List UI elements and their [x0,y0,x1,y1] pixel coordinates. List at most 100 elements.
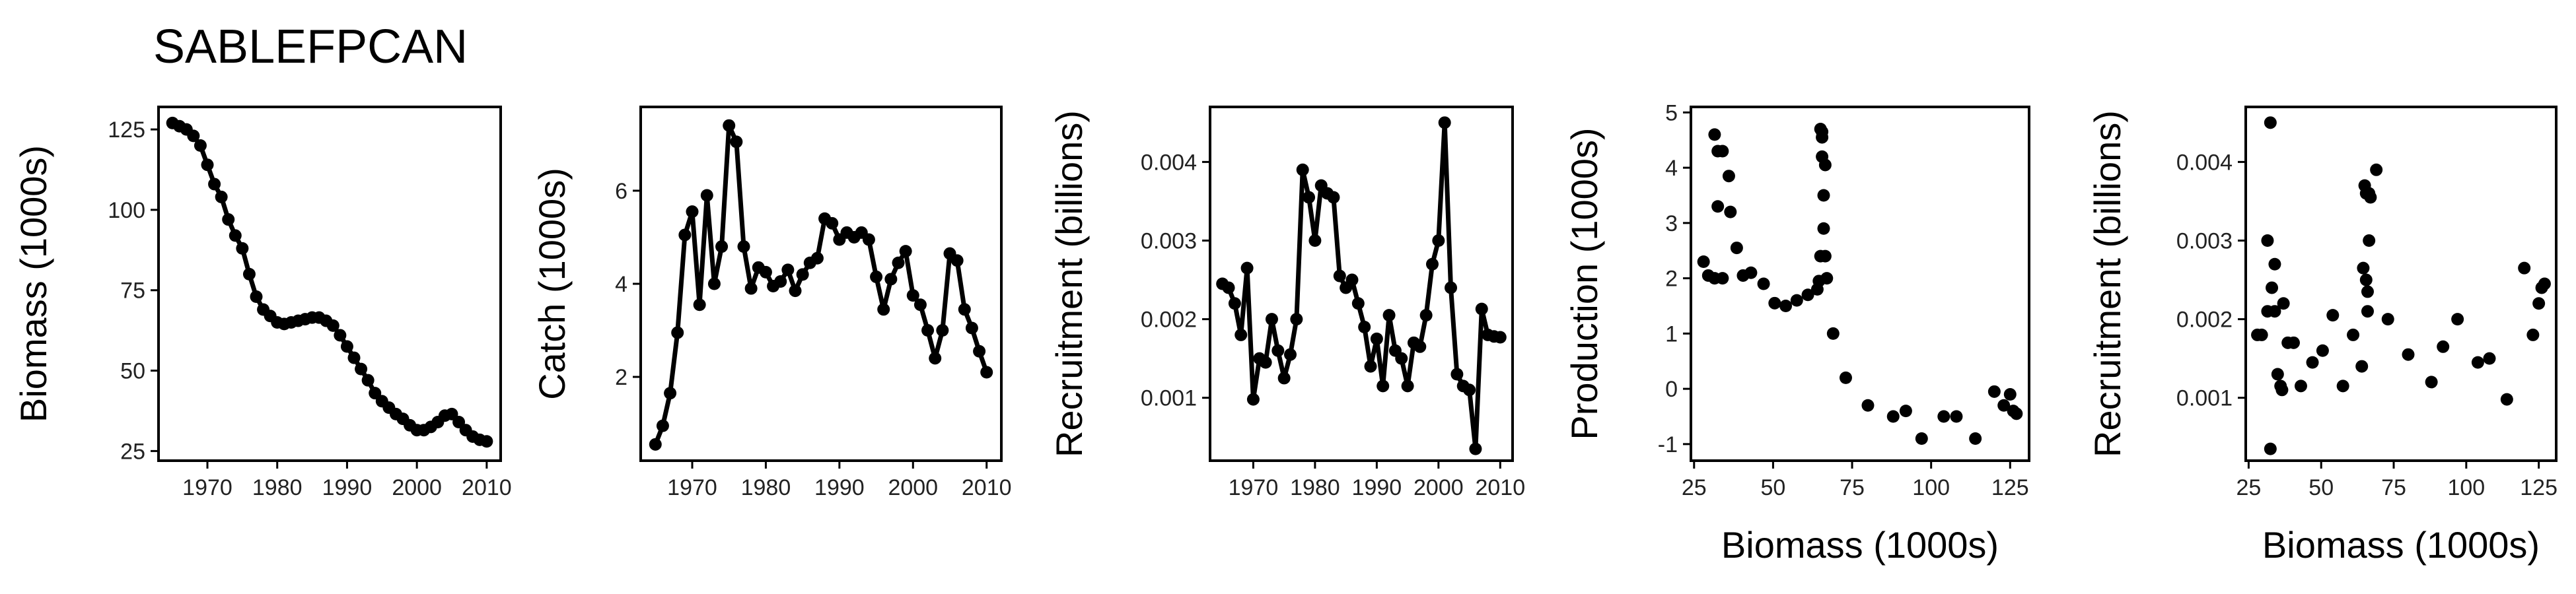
data-point [1358,321,1371,334]
data-point [1308,234,1322,247]
data-point [194,139,207,152]
x-tick-label: 25 [2236,475,2261,500]
data-point [1377,380,1390,393]
series-line [171,121,487,444]
y-tick-label: 0.004 [1141,150,1197,175]
data-point [759,265,772,279]
data-point [2402,348,2415,361]
x-tick-label: 1970 [667,475,717,500]
data-point [1475,302,1488,315]
data-point [1438,116,1451,129]
data-point [1382,309,1396,322]
data-point [326,319,340,332]
data-point [664,387,677,400]
data-point [700,189,713,202]
y-tick-label: 0 [1665,377,1678,402]
x-tick-label: 1980 [252,475,303,500]
x-tick-label: 100 [1912,475,1950,500]
x-tick-label: 1970 [182,475,233,500]
data-point [723,119,736,132]
chart-panel-5: 25 50 75 100 125 0.001 0.002 0.003 0.004 Recruitm… [2087,106,2558,566]
series-line [653,123,989,446]
data-point [2357,261,2370,275]
data-point [810,251,824,265]
data-point [1284,348,1297,361]
data-point [862,233,875,246]
data-point [774,275,787,288]
data-point [1493,331,1507,344]
data-point [2306,356,2319,369]
x-tick-label: 2000 [392,475,442,500]
y-tick-label: 75 [120,279,145,304]
y-tick-label: 0.004 [2176,150,2233,175]
data-point [958,303,971,316]
data-point [2355,360,2369,373]
y-tick-label: 1 [1665,321,1678,346]
y-tick-label: 0.003 [2176,228,2233,253]
data-point [870,270,883,283]
data-point [1969,432,1982,445]
data-point [1345,273,1359,286]
y-axis-label: Biomass (1000s) [13,145,54,422]
data-point [1818,158,1832,172]
data-point [201,158,214,172]
x-tick-label: 1990 [1352,475,1402,500]
data-point [1987,385,2001,398]
figure-title: SABLEFPCAN [153,20,468,73]
data-point [1303,191,1316,204]
data-point [187,129,200,143]
data-point [1419,309,1433,322]
data-point [2003,388,2017,401]
data-point [1351,297,1365,310]
data-point [707,277,721,290]
data-point [480,435,493,448]
data-point [1290,313,1303,326]
data-point [899,245,912,258]
data-point [781,263,795,277]
data-point [1817,189,1830,202]
data-point [671,326,684,339]
chart-panel-4: 25 50 75 100 125 -1 0 1 2 3 4 5 Production (1000s) Bi… [1563,100,2030,566]
data-point [236,242,249,255]
data-point [1950,410,1963,423]
y-tick-label: -1 [1658,432,1678,457]
y-tick-label: 0.002 [2176,308,2233,333]
data-point [1401,380,1414,393]
y-axis-label: Recruitment (billions) [2087,110,2128,457]
y-tick-label: 50 [120,359,145,384]
data-point [936,324,949,337]
data-point [1915,432,1928,445]
data-point [796,268,809,281]
data-point [250,290,263,303]
y-axis-label: Production (1000s) [1563,127,1605,440]
data-point [2287,336,2300,349]
plot-frame [1690,106,2030,462]
x-tick-label: 100 [2447,475,2485,500]
data-point [1839,371,1852,384]
data-point [2500,393,2513,406]
data-point [1327,191,1340,204]
data-point [1724,205,1737,218]
data-point [2336,380,2349,393]
data-point [1228,297,1241,310]
data-point [913,298,927,312]
data-point [1469,442,1482,455]
data-point [965,321,978,335]
data-point [730,135,743,148]
data-point [678,228,692,242]
data-point [1716,272,1729,285]
data-point [2316,344,2329,357]
data-point [2526,328,2540,341]
data-point [2266,281,2279,294]
data-point [1790,294,1803,307]
data-point [1886,410,1900,423]
data-point [2483,352,2496,365]
data-point [1364,360,1377,373]
data-point [1816,131,1829,144]
y-tick-label: 125 [108,117,145,143]
y-tick-label: 25 [120,439,145,464]
x-axis-label: Biomass (1000s) [2262,524,2540,566]
data-point [1370,332,1383,345]
data-point [2532,297,2546,310]
